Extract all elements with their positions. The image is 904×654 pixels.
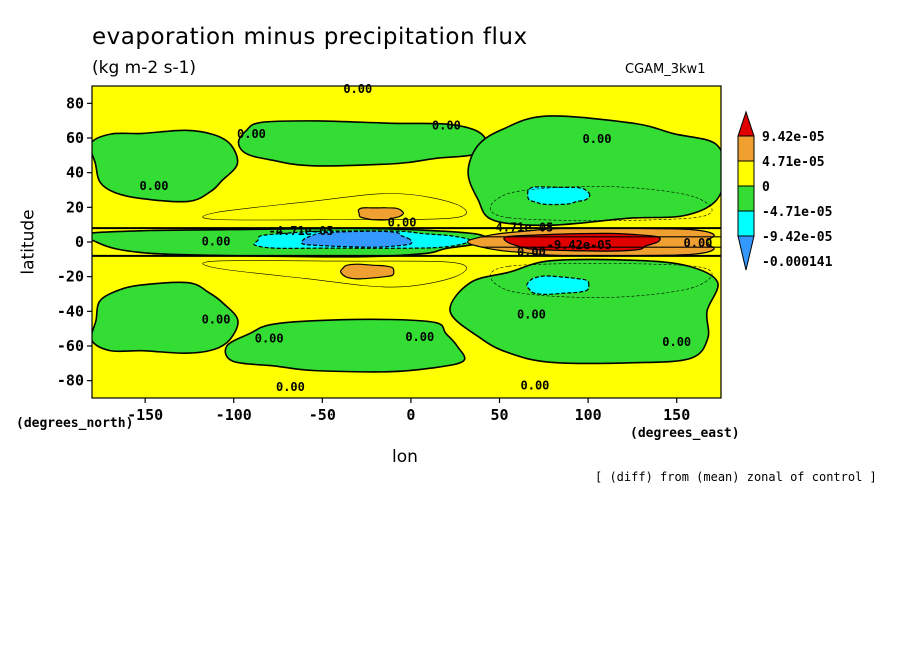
contour-label: -4.71e-05 <box>269 224 334 238</box>
x-axis: -150 -100 -50 0 50 100 150 <box>127 398 690 424</box>
colorbar-bottom-arrow <box>737 235 755 271</box>
x-axis-units: (degrees_east) <box>630 426 740 441</box>
region-negative-1 <box>237 120 488 167</box>
region-negative-3 <box>92 281 239 355</box>
x-tick-label: 150 <box>663 406 690 424</box>
region-positive-14 <box>339 263 395 280</box>
footnote: [ (diff) from (mean) zonal of control ] <box>595 470 877 484</box>
contour-label: 0.00 <box>343 82 372 96</box>
colorbar-box <box>737 210 755 237</box>
colorbar-box <box>737 135 755 162</box>
thin-contour-n <box>202 193 467 221</box>
x-tick-label: -50 <box>309 406 336 424</box>
thin-contour-s <box>202 260 467 288</box>
x-axis-label: lon <box>392 447 418 467</box>
plot-area <box>92 86 721 398</box>
colorbar: 9.42e-05 4.71e-05 0 -4.71e-05 -9.42e-05 -0.00… <box>737 110 833 271</box>
y-tick-label: 40 <box>66 164 84 182</box>
colorbar-label: 9.42e-05 <box>762 130 825 145</box>
contour-label: 0.00 <box>517 245 546 259</box>
contour-label: -9.42e-05 <box>547 238 612 252</box>
contour-label: 0.00 <box>521 378 550 392</box>
region-positive-13 <box>357 207 405 221</box>
y-tick-label: -60 <box>57 337 84 355</box>
colorbar-label: -9.42e-05 <box>762 230 832 245</box>
dashed-contour-s <box>489 263 713 298</box>
contour-label: 0.00 <box>517 307 546 321</box>
x-tick-label: -100 <box>216 406 252 424</box>
region-strong_negative-8 <box>526 275 590 296</box>
y-tick-label: -20 <box>57 268 84 286</box>
x-tick-label: 50 <box>490 406 508 424</box>
y-tick-label: -80 <box>57 372 84 390</box>
contour-label: 0.00 <box>583 132 612 146</box>
contour-label: 0.00 <box>276 380 305 394</box>
contour-label: 0.00 <box>662 335 691 349</box>
colorbar-top-arrow <box>737 110 755 137</box>
y-axis: -80 -60 -40 -20 0 20 40 60 80 <box>57 94 92 390</box>
contour-labels: 0.00 0.00 0.00 0.00 0.00 0.00 0.00 0.00 0.00 0.00… <box>140 82 713 394</box>
dashed-contour-n <box>489 186 713 221</box>
contour-label: 0.00 <box>202 312 231 326</box>
y-tick-label: 60 <box>66 129 84 147</box>
contour-label: 0.00 <box>388 215 417 229</box>
colorbar-label: 0 <box>762 180 770 195</box>
x-tick-label: -150 <box>127 406 163 424</box>
contour-label: 0.00 <box>255 332 284 346</box>
contour-label: 0.00 <box>432 118 461 132</box>
chart-title: evaporation minus precipitation flux <box>92 24 528 50</box>
x-tick-label: 0 <box>406 406 415 424</box>
x-tick-label: 100 <box>575 406 602 424</box>
contour-label: 0.00 <box>405 330 434 344</box>
contour-label: 0.00 <box>140 179 169 193</box>
contour-lines <box>92 186 721 298</box>
y-axis-units: (degrees_north) <box>16 416 134 431</box>
region-very_strong_negative-10 <box>300 230 413 248</box>
colorbar-label: -4.71e-05 <box>762 205 832 220</box>
region-negative-4 <box>224 318 466 373</box>
dataset-label: CGAM_3kw1 <box>625 62 706 77</box>
contour-label: 0.00 <box>202 234 231 248</box>
colorbar-label: 4.71e-05 <box>762 155 825 170</box>
y-tick-label: 20 <box>66 198 84 216</box>
y-tick-label: 0 <box>75 233 84 251</box>
y-tick-label: -40 <box>57 302 84 320</box>
region-negative-0 <box>92 129 239 203</box>
colorbar-box <box>737 160 755 187</box>
colorbar-box <box>737 185 755 212</box>
colorbar-label: -0.000141 <box>762 255 833 270</box>
contour-label: 0.00 <box>237 127 266 141</box>
y-tick-label: 80 <box>66 94 84 112</box>
contour-label: 0.00 <box>684 236 713 250</box>
chart-units: (kg m-2 s-1) <box>92 58 197 78</box>
region-strong_negative-7 <box>527 186 591 206</box>
contour-label: -4.71e-05 <box>488 221 553 235</box>
region-negative-5 <box>449 258 719 365</box>
